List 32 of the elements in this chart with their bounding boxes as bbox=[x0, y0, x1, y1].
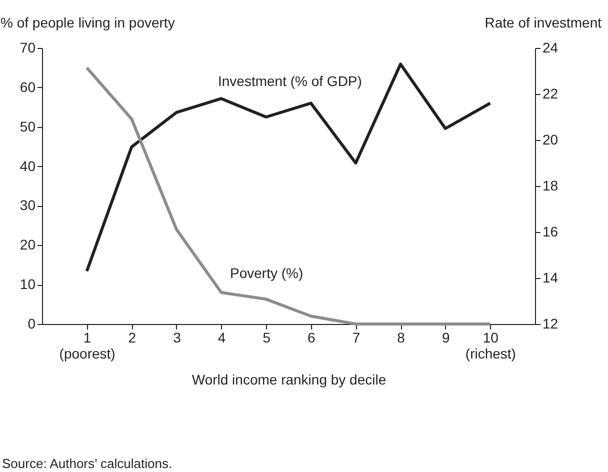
y2-tick-label: 16 bbox=[542, 224, 558, 240]
x-tick-label: 6 bbox=[308, 330, 316, 346]
y-tick-label: 20 bbox=[20, 236, 36, 253]
x-tick-label: 9 bbox=[442, 330, 450, 346]
x-tick-label: 10 (richest) bbox=[465, 330, 516, 362]
y2-tick-label: 24 bbox=[542, 40, 558, 56]
y2-tick-label: 20 bbox=[542, 132, 558, 148]
y2-tick-label: 22 bbox=[542, 86, 558, 102]
x-axis-title: World income ranking by decile bbox=[192, 372, 386, 388]
y-tick-label: 70 bbox=[20, 40, 36, 56]
y-axis-title: % of people living in poverty bbox=[0, 14, 175, 30]
series-label: Poverty (%) bbox=[230, 265, 304, 281]
line-series bbox=[85, 66, 492, 326]
y-tick-label: 40 bbox=[20, 158, 36, 174]
source-note: Source: Authors’ calculations. bbox=[2, 456, 172, 471]
x-tick-label: 2 bbox=[128, 330, 136, 346]
x-tick-label: 1 (poorest) bbox=[59, 330, 116, 362]
y2-axis-title: Rate of investment bbox=[484, 14, 602, 30]
y-tick-label: 0 bbox=[28, 316, 36, 332]
y2-tick-label: 12 bbox=[542, 316, 558, 332]
y2-tick-label: 14 bbox=[542, 270, 558, 286]
x-tick-label: 4 bbox=[218, 330, 226, 346]
y-tick-label: 30 bbox=[20, 197, 36, 214]
x-tick-label: 3 bbox=[173, 330, 182, 346]
x-tick-label: 5 bbox=[262, 330, 271, 346]
y-tick-label: 60 bbox=[20, 78, 36, 95]
series-label: Investment (% of GDP) bbox=[218, 73, 362, 89]
y-tick-label: 10 bbox=[20, 276, 36, 292]
y2-tick-label: 18 bbox=[542, 178, 558, 194]
x-tick-label: 7 bbox=[352, 330, 360, 346]
x-tick-label: 8 bbox=[397, 330, 406, 346]
y-tick-label: 50 bbox=[20, 118, 36, 134]
